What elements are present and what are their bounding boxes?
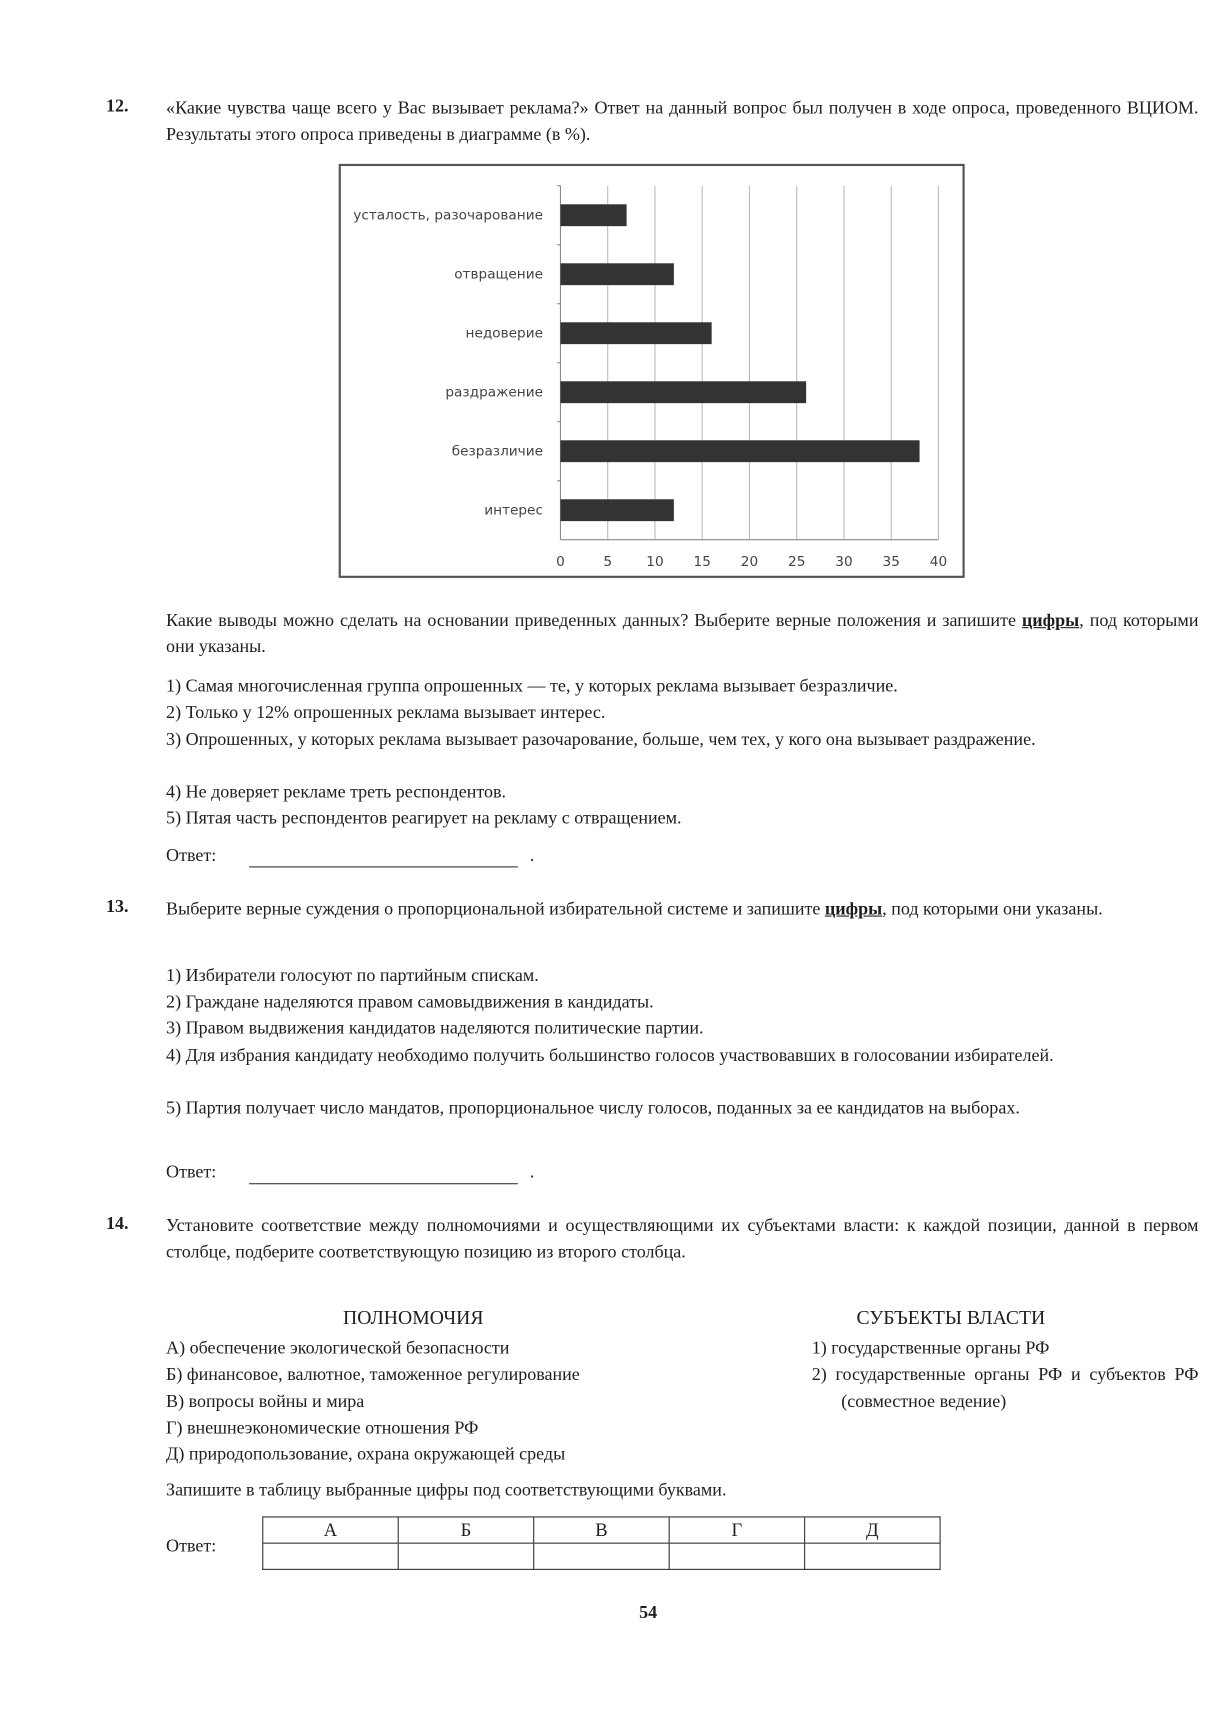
q12-answer-label: Ответ: [166, 844, 217, 866]
x-tick-label: 10 [646, 554, 663, 570]
q12-option-3: 3) Опрошенных, у которых реклама вызывае… [166, 728, 1036, 750]
category-label: усталость, разочарование [353, 208, 543, 224]
question-12-prompt: Какие выводы можно сделать на основании … [166, 607, 1198, 659]
authorities-header: СУБЪЕКТЫ ВЛАСТИ [856, 1306, 1046, 1329]
category-label: отвращение [454, 267, 543, 283]
x-tick-label: 25 [788, 554, 805, 570]
category-label: интерес [484, 503, 543, 519]
x-tick-label: 5 [603, 554, 612, 570]
q14-answer-label: Ответ: [166, 1534, 217, 1556]
power-item-a: А) обеспечение экологической безопасност… [166, 1337, 510, 1358]
authorities-list: 1) государственные органы РФ 2) государс… [812, 1335, 1199, 1415]
col-header-g: Г [668, 1516, 806, 1544]
answer-cell-a[interactable] [262, 1542, 399, 1570]
answer-cell-d[interactable] [804, 1542, 941, 1570]
prompt-bold: цифры [1021, 609, 1080, 631]
q13-answer-label: Ответ: [166, 1161, 217, 1183]
q13-option-3: 3) Правом выдвижения кандидатов наделяют… [166, 1017, 704, 1038]
col-header-a: А [262, 1516, 399, 1544]
category-label: раздражение [445, 385, 543, 401]
bar [560, 499, 674, 522]
q12-option-5: 5) Пятая часть респондентов реагирует на… [166, 807, 682, 829]
page-number: 54 [639, 1601, 658, 1623]
powers-list: А) обеспечение экологической безопасност… [166, 1335, 778, 1468]
powers-header: ПОЛНОМОЧИЯ [343, 1306, 484, 1329]
bar [560, 381, 807, 404]
q13-option-1: 1) Избиратели голосуют по партийным спис… [166, 964, 539, 986]
prompt-text-end: , под которыми они указаны. [166, 609, 1199, 657]
power-item-d: Д) природопользование, охрана окружающей… [166, 1443, 566, 1465]
power-item-g: Г) внешнеэкономические отношения РФ [166, 1416, 479, 1438]
question-12-text: «Какие чувства чаще всего у Вас вызывает… [166, 97, 1199, 145]
q12-option-2: 2) Только у 12% опрошенных реклама вызыв… [166, 701, 606, 723]
col-header-b: Б [397, 1516, 535, 1544]
x-tick-label: 0 [556, 554, 565, 570]
q12-answer-dot: . [529, 844, 535, 866]
q12-option-4: 4) Не доверяет рекламе треть респонденто… [166, 781, 507, 802]
power-item-b: Б) финансовое, валютное, таможенное регу… [166, 1363, 580, 1385]
table-instruction: Запишите в таблицу выбранные цифры под с… [166, 1479, 727, 1501]
question-13-text: Выберите верные суждения о пропорциональ… [166, 896, 1198, 922]
x-tick-label: 20 [741, 554, 758, 570]
question-12-number: 12. [105, 95, 129, 116]
q13-answer-field[interactable] [249, 1162, 518, 1185]
answer-cell-v[interactable] [533, 1542, 670, 1570]
prompt-text: Какие выводы можно сделать на основании … [166, 609, 1022, 631]
authority-item-2: 2) государственные органы РФ и субъектов… [811, 1363, 1199, 1412]
x-tick-label: 15 [694, 554, 711, 570]
q13-option-5: 5) Партия получает число мандатов, пропо… [166, 1096, 1020, 1118]
bar [560, 204, 627, 227]
q13-bold: цифры [824, 898, 883, 919]
question-14-number: 14. [105, 1212, 129, 1234]
bar-chart: 0 5 10 15 20 25 30 35 40 усталость, разочарование… [338, 163, 965, 578]
x-tick-label: 40 [930, 554, 947, 570]
q13-text-end: , под которыми они указаны. [882, 898, 1103, 919]
q12-answer-field[interactable] [249, 846, 518, 868]
q13-option-4: 4) Для избрания кандидату необходимо пол… [166, 1044, 1054, 1066]
q12-option-1: 1) Самая многочисленная группа опрошенны… [166, 675, 898, 696]
answer-cell-b[interactable] [397, 1542, 535, 1570]
q13-option-2: 2) Граждане наделяются правом самовыдвиж… [166, 990, 654, 1012]
question-13-number: 13. [105, 895, 129, 917]
q13-text: Выберите верные суждения о пропорциональ… [166, 898, 825, 919]
x-tick-label: 35 [883, 554, 900, 570]
col-header-d: Д [804, 1516, 941, 1544]
q13-answer-dot: . [529, 1161, 535, 1183]
authority-item-1: 1) государственные органы РФ [811, 1337, 1050, 1358]
bar [560, 322, 712, 345]
bar [560, 263, 674, 286]
question-14-text: Установите соответствие между полномочия… [166, 1214, 1199, 1262]
answer-cell-g[interactable] [668, 1542, 806, 1570]
x-tick-label: 30 [835, 554, 852, 570]
power-item-v: В) вопросы войны и мира [166, 1390, 365, 1412]
col-header-v: В [533, 1516, 670, 1544]
category-label: недоверие [466, 326, 543, 342]
category-label: безразличие [452, 444, 543, 460]
bar [560, 440, 920, 463]
chart-svg: 0 5 10 15 20 25 30 35 40 усталость, разочарование… [353, 185, 947, 570]
answer-table: А Б В Г Д [262, 1516, 941, 1570]
